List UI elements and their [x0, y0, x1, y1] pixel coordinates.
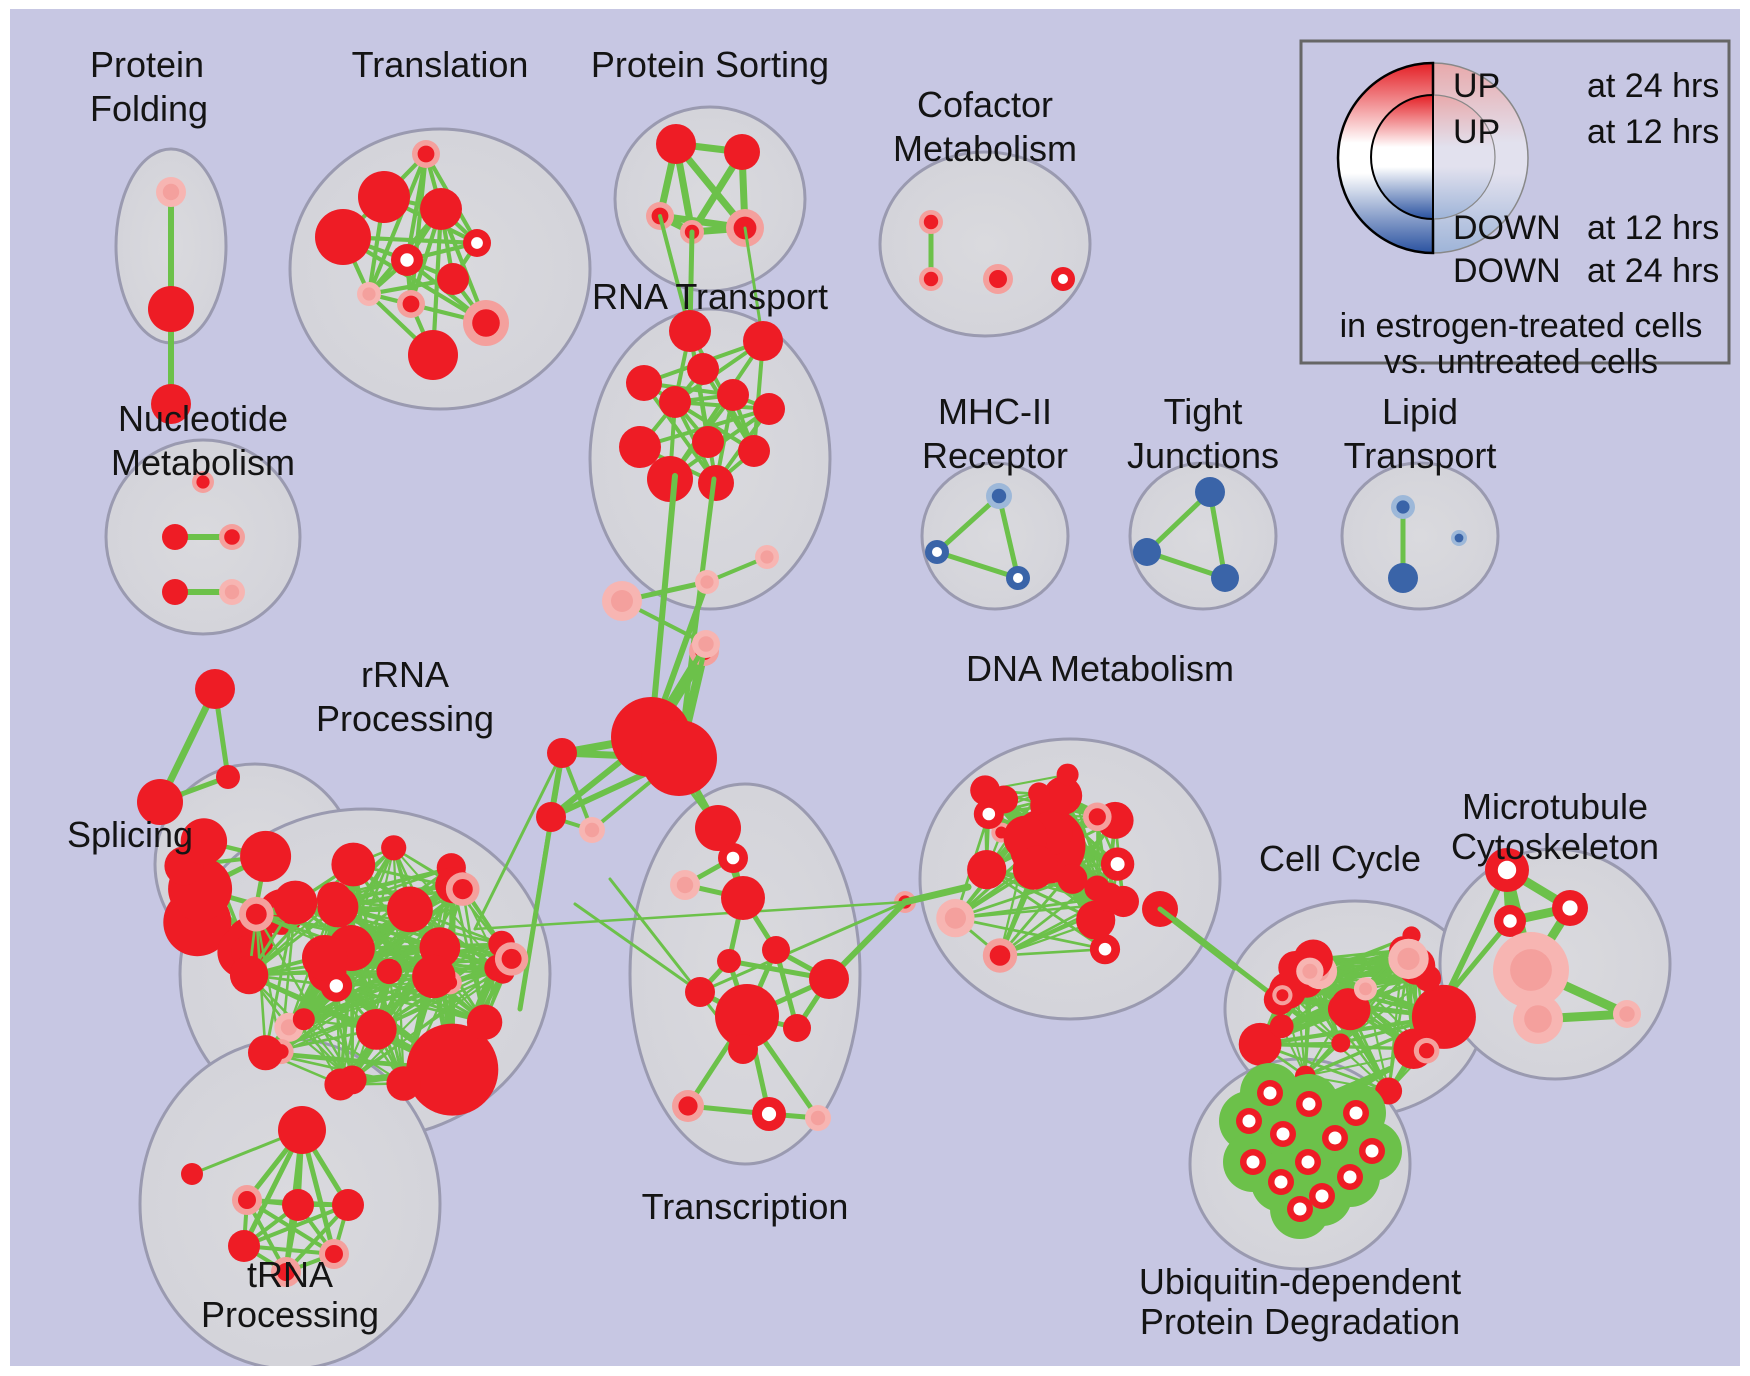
svg-text:in estrogen-treated cells: in estrogen-treated cells	[1340, 307, 1703, 345]
svg-text:Transport: Transport	[1344, 435, 1497, 476]
svg-text:Nucleotide: Nucleotide	[118, 398, 288, 439]
svg-text:DNA Metabolism: DNA Metabolism	[966, 648, 1234, 689]
svg-text:rRNA: rRNA	[361, 654, 449, 695]
svg-text:Junctions: Junctions	[1127, 435, 1279, 476]
svg-text:UP: UP	[1453, 67, 1500, 105]
svg-text:at 12 hrs: at 12 hrs	[1587, 113, 1719, 151]
svg-text:Metabolism: Metabolism	[893, 128, 1077, 169]
svg-text:Metabolism: Metabolism	[111, 442, 295, 483]
svg-text:Lipid: Lipid	[1382, 391, 1458, 432]
svg-text:Protein: Protein	[90, 44, 204, 85]
svg-text:Cell Cycle: Cell Cycle	[1259, 838, 1421, 879]
svg-text:at 24 hrs: at 24 hrs	[1587, 252, 1719, 290]
svg-text:Receptor: Receptor	[922, 435, 1068, 476]
svg-text:Protein Degradation: Protein Degradation	[1140, 1301, 1460, 1342]
svg-text:Microtubule: Microtubule	[1462, 786, 1648, 827]
svg-text:Protein Sorting: Protein Sorting	[591, 44, 829, 85]
svg-text:Cytoskeleton: Cytoskeleton	[1451, 826, 1659, 867]
svg-text:Processing: Processing	[201, 1294, 379, 1335]
svg-text:at 24 hrs: at 24 hrs	[1587, 67, 1719, 105]
svg-text:at 12 hrs: at 12 hrs	[1587, 209, 1719, 247]
svg-text:RNA Transport: RNA Transport	[592, 276, 828, 317]
svg-text:tRNA: tRNA	[247, 1254, 333, 1295]
svg-text:Cofactor: Cofactor	[917, 84, 1053, 125]
svg-text:DOWN: DOWN	[1453, 252, 1561, 290]
svg-text:Ubiquitin-dependent: Ubiquitin-dependent	[1139, 1261, 1461, 1302]
svg-text:vs. untreated cells: vs. untreated cells	[1384, 343, 1658, 381]
svg-text:MHC-II: MHC-II	[938, 391, 1052, 432]
svg-text:Splicing: Splicing	[67, 814, 193, 855]
svg-text:Tight: Tight	[1164, 391, 1243, 432]
svg-text:UP: UP	[1453, 113, 1500, 151]
svg-text:DOWN: DOWN	[1453, 209, 1561, 247]
svg-text:Translation: Translation	[352, 44, 529, 85]
svg-text:Processing: Processing	[316, 698, 494, 739]
svg-text:Transcription: Transcription	[642, 1186, 849, 1227]
svg-text:Folding: Folding	[90, 88, 208, 129]
